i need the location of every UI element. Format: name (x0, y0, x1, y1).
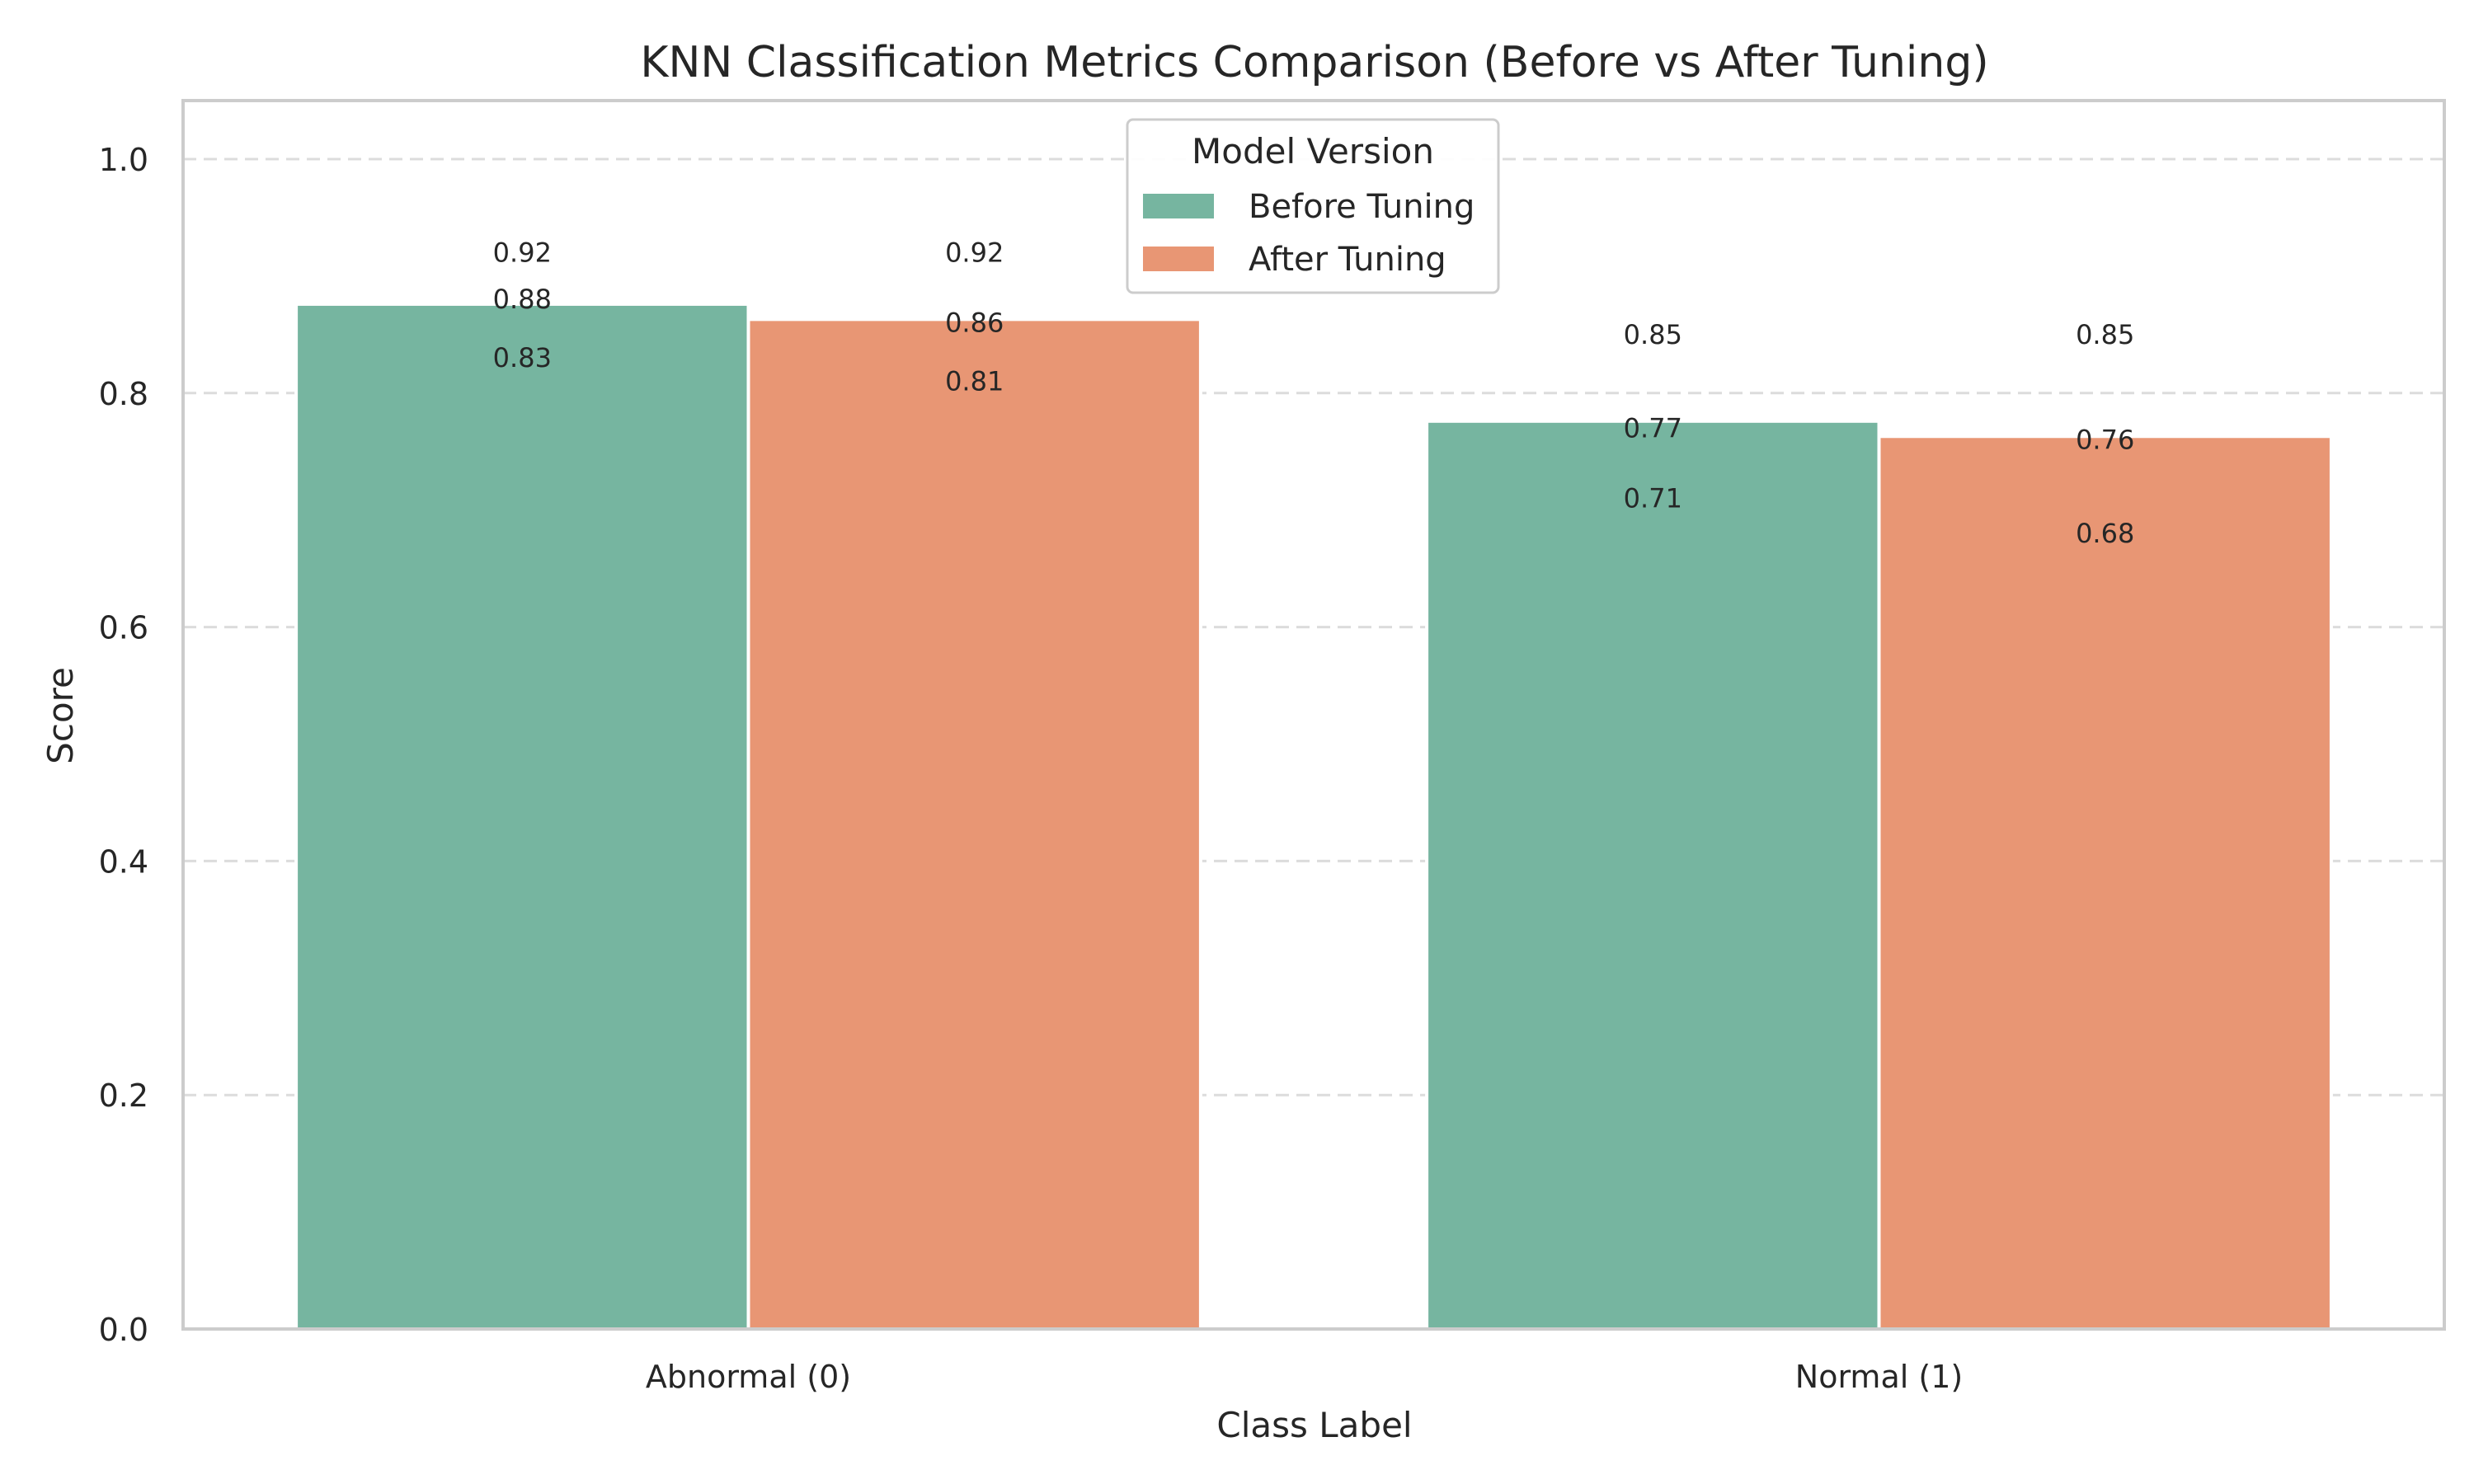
value-label: 0.92 (493, 237, 552, 268)
legend-label-after-tuning: After Tuning (1249, 241, 1446, 279)
bar-after-tuning-1 (1877, 434, 2333, 1331)
chart-title: KNN Classification Metrics Comparison (B… (640, 38, 1988, 87)
annotations-layer: 0.92 0.88 0.83 0.92 0.86 0.81 0.85 0.77 0.71 0.85… (493, 237, 2135, 549)
value-label: 0.76 (2076, 425, 2134, 456)
y-tick-label: 0.6 (99, 610, 148, 646)
legend-label-before-tuning: Before Tuning (1249, 188, 1475, 226)
bar-before-tuning-0 (294, 302, 750, 1331)
x-axis-label: Class Label (1216, 1405, 1412, 1445)
plot-frame (181, 99, 2446, 1331)
bar-after-tuning-0 (746, 317, 1202, 1331)
x-tick-label: Abnormal (0) (646, 1359, 851, 1395)
value-label: 0.85 (1624, 319, 1682, 350)
value-label: 0.77 (1624, 412, 1682, 444)
value-label: 0.92 (945, 237, 1004, 268)
y-tick-label: 0.2 (99, 1078, 148, 1114)
value-label: 0.88 (493, 284, 552, 315)
legend-swatch-after-tuning (1143, 247, 1214, 271)
y-axis-ticks: 0.0 0.2 0.4 0.6 0.8 1.0 (99, 142, 148, 1348)
x-axis-ticks: Abnormal (0) Normal (1) (646, 1359, 1963, 1395)
bar-before-tuning-1 (1425, 419, 1881, 1331)
value-label: 0.85 (2076, 319, 2134, 350)
legend-swatch-before-tuning (1143, 194, 1214, 218)
value-label: 0.81 (945, 366, 1004, 397)
y-tick-label: 0.8 (99, 376, 148, 412)
legend-title: Model Version (1192, 131, 1434, 171)
value-label: 0.86 (945, 308, 1004, 339)
value-label: 0.83 (493, 342, 552, 373)
value-label: 0.68 (2076, 518, 2134, 549)
value-label: 0.71 (1624, 482, 1682, 514)
y-axis-label: Score (40, 667, 81, 764)
x-tick-label: Normal (1) (1795, 1359, 1963, 1395)
y-tick-label: 0.4 (99, 843, 148, 880)
legend-frame (1126, 118, 1500, 294)
y-tick-label: 0.0 (99, 1312, 148, 1348)
bars-layer (294, 302, 2333, 1331)
legend: Model Version Before Tuning After Tuning (1126, 118, 1500, 294)
y-tick-label: 1.0 (99, 142, 148, 178)
